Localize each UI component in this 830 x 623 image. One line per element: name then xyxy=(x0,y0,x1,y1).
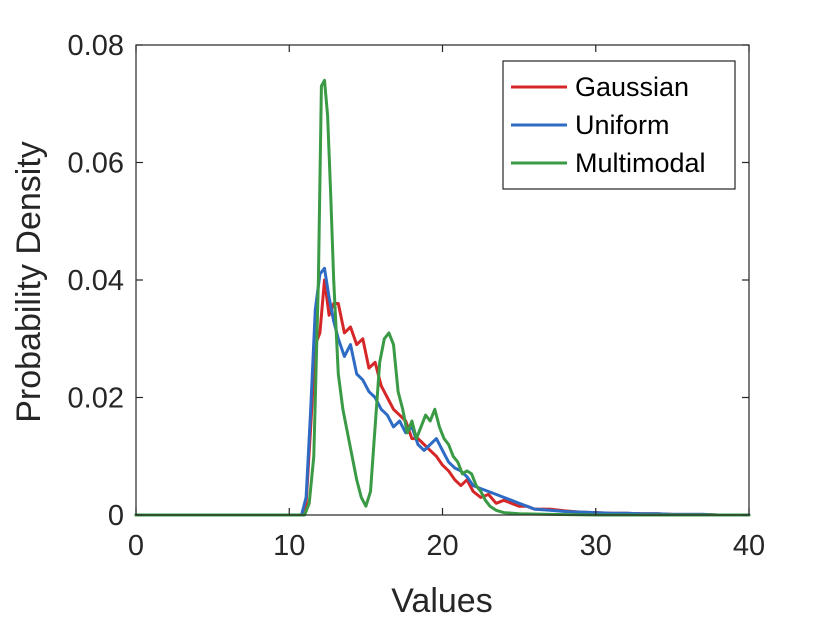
series-line-uniform xyxy=(134,266,751,517)
legend-label-uniform: Uniform xyxy=(575,110,670,140)
series-line-gaussian xyxy=(134,278,751,517)
axes-layer: 0 10 20 30 40 0 0.02 0.04 0.06 0.08 xyxy=(68,30,766,562)
x-tick-label: 0 xyxy=(128,530,144,562)
legend-label-gaussian: Gaussian xyxy=(575,72,689,102)
y-axis-label: Probability Density xyxy=(10,141,48,423)
x-tick-label: 10 xyxy=(273,530,305,562)
x-tick-label: 20 xyxy=(426,530,458,562)
legend: Gaussian Uniform Multimodal xyxy=(502,60,736,190)
x-axis-label: Values xyxy=(391,582,492,620)
y-tick-label: 0.08 xyxy=(68,30,124,62)
x-tick-label: 30 xyxy=(580,530,612,562)
y-tick-label: 0.06 xyxy=(68,148,124,180)
y-tick-label: 0.04 xyxy=(68,265,124,297)
legend-label-multimodal: Multimodal xyxy=(575,148,706,178)
y-tick-label: 0.02 xyxy=(68,383,124,415)
series-layer xyxy=(134,78,751,517)
y-tick-label: 0 xyxy=(108,500,124,532)
x-tick-label: 40 xyxy=(733,530,765,562)
series-line-multimodal xyxy=(134,78,751,517)
